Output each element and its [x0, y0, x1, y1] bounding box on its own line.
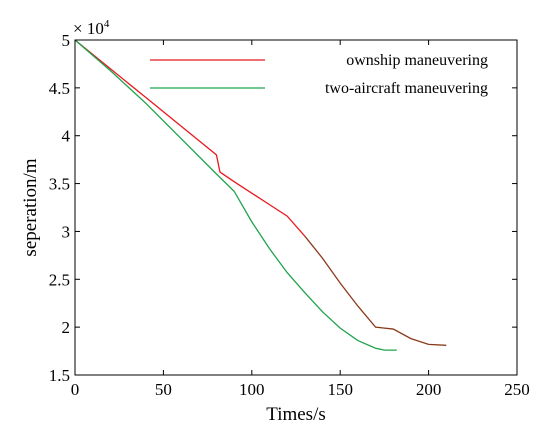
series-line-1-tail	[304, 235, 447, 346]
x-tick-label: 50	[155, 380, 172, 399]
series-layer	[74, 39, 447, 351]
y-axis-ticks: 1.5 2 2.5 3 3.5 4 4.5 5	[49, 31, 517, 385]
y-tick-label: 2	[62, 318, 71, 337]
y-tick-label: 2.5	[49, 270, 70, 289]
legend: ownship maneuvering two-aircraft maneuver…	[150, 52, 488, 97]
y-tick-label: 3	[62, 222, 71, 241]
x-tick-label: 200	[416, 380, 442, 399]
y-tick-label: 4	[62, 127, 71, 146]
y-tick-label: 4.5	[49, 79, 70, 98]
y-exponent-label: × 104	[73, 18, 110, 38]
series-line-2	[74, 39, 397, 351]
y-tick-label: 5	[62, 31, 71, 50]
y-exponent-power: 4	[104, 18, 110, 30]
series-line-1-head	[74, 39, 306, 237]
x-axis-title: Times/s	[266, 404, 326, 425]
x-tick-label: 150	[327, 380, 353, 399]
y-axis-title: seperation/m	[20, 158, 41, 256]
x-tick-label: 0	[71, 380, 80, 399]
y-tick-label: 3.5	[49, 175, 70, 194]
x-tick-label: 250	[504, 380, 530, 399]
legend-label-1: ownship maneuvering	[346, 52, 488, 69]
legend-label-2: two-aircraft maneuvering	[325, 80, 488, 97]
y-tick-label: 1.5	[49, 366, 70, 385]
x-axis-ticks: 0 50 100 150 200 250	[71, 40, 530, 399]
x-tick-label: 100	[239, 380, 265, 399]
plot-frame	[74, 39, 518, 376]
